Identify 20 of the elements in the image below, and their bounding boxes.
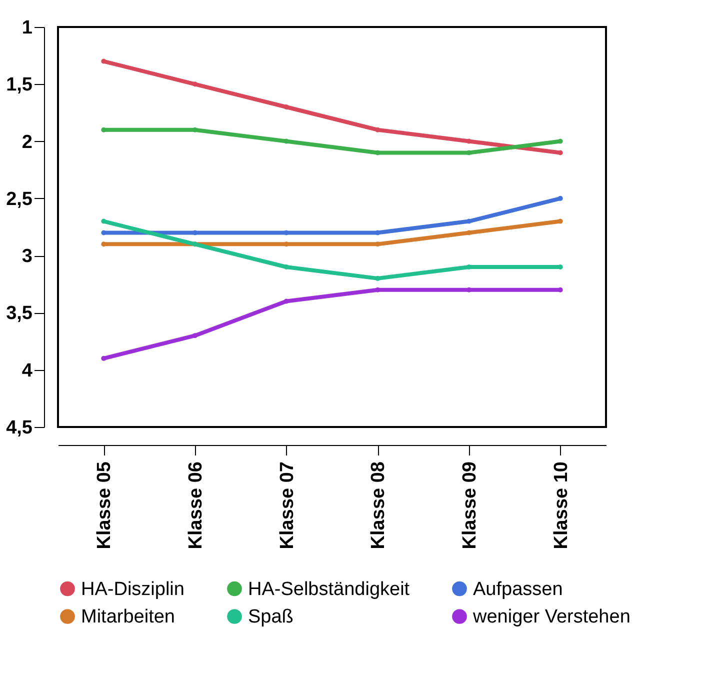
legend-label: weniger Verstehen (472, 606, 630, 628)
y-tick-label: 1 (22, 18, 33, 38)
x-tick-label: Klasse 10 (550, 462, 572, 550)
y-tick-label: 1,5 (6, 74, 33, 96)
x-tick-label: Klasse 09 (460, 462, 480, 550)
legend-label: Mitarbeiten (81, 606, 175, 628)
legend-label: HA-Disziplin (81, 578, 184, 600)
y-tick-label: 3,5 (6, 303, 33, 324)
x-tick-label: Klasse 08 (368, 462, 390, 550)
y-tick-label: 2 (22, 132, 32, 153)
y-tick-label: 2,5 (6, 188, 33, 210)
legend-label: Spaß (248, 606, 294, 628)
y-tick-label: 4 (22, 360, 33, 382)
legend-label: Aufpassen (473, 578, 563, 600)
x-tick-label: Klasse 05 (94, 461, 116, 550)
y-tick-label: 3 (22, 246, 32, 268)
legend-label: HA-Selbständigkeit (248, 578, 410, 600)
y-tick-label: 4,5 (6, 418, 33, 438)
x-tick-label: Klasse 06 (186, 462, 206, 550)
x-tick-label: Klasse 07 (276, 462, 298, 550)
